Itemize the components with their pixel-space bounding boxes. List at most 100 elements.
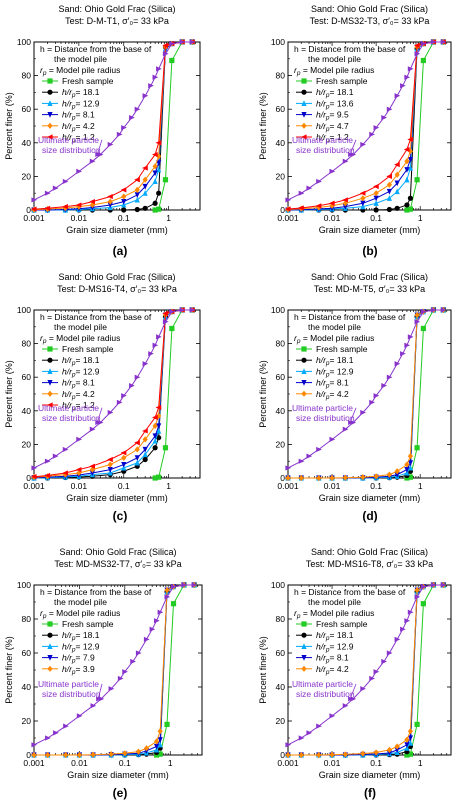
data-point (152, 414, 158, 421)
data-point (404, 736, 410, 743)
data-point (156, 66, 162, 72)
x-tick-label: 1 (166, 481, 171, 491)
data-point (153, 746, 160, 753)
data-point (342, 204, 348, 210)
data-point (407, 136, 414, 143)
data-point (155, 404, 162, 411)
data-point (430, 582, 437, 588)
chart-panel-d: Sand: Ohio Gold Frac (Silica) Test: MD-M-… (258, 272, 452, 523)
data-point (89, 158, 96, 164)
data-point (152, 74, 159, 80)
data-point (414, 319, 421, 325)
data-point (298, 751, 304, 759)
panel-label: (f) (364, 786, 376, 800)
annotation-arrow (349, 139, 357, 155)
data-point (329, 474, 335, 482)
legend-swatch-marker (47, 643, 53, 649)
data-point (134, 196, 140, 203)
data-point (386, 188, 392, 195)
series-line (287, 41, 444, 201)
chart-panel-e: Sand: Ohio Gold Frac (Silica) Test: MD-MS… (4, 547, 203, 800)
data-point (316, 446, 322, 453)
legend-swatch-marker (47, 665, 53, 672)
data-point (121, 199, 127, 205)
legend-entry-label: h/rp= 1.2 (62, 400, 95, 412)
x-axis-label: Grain size diameter (mm) (66, 225, 168, 235)
data-point (394, 93, 401, 99)
data-point (360, 203, 366, 210)
y-tick-label: 40 (22, 138, 32, 148)
data-point (142, 165, 148, 171)
legend-entry-label: h/rp= 9.5 (316, 110, 349, 122)
legend-swatch-marker (47, 368, 53, 374)
legend-entry-label: h/rp= 8.1 (316, 653, 349, 665)
data-point (134, 459, 140, 466)
data-point (89, 466, 95, 473)
data-point (130, 658, 136, 665)
data-point (381, 658, 387, 665)
data-point (156, 474, 162, 480)
data-point (107, 467, 113, 473)
data-point (152, 207, 158, 213)
data-point (142, 205, 148, 211)
y-axis-label: Percent finer (%) (4, 92, 14, 160)
data-point (75, 467, 82, 473)
data-point (316, 723, 322, 729)
data-point (121, 193, 127, 200)
data-point (404, 461, 410, 468)
data-point (62, 470, 68, 476)
y-tick-label: 0 (280, 750, 285, 760)
chart-subtitle: Test: MD-MS16-T8, σ′₀= 33 kPa (306, 559, 433, 569)
data-point (285, 751, 291, 759)
chart-panel-f: Sand: Ohio Gold Frac (Silica) Test: MD-MS… (258, 547, 452, 800)
y-tick-label: 100 (271, 580, 285, 590)
y-tick-label: 20 (276, 171, 286, 181)
data-point (386, 746, 392, 753)
data-point (153, 738, 160, 745)
y-tick-label: 80 (22, 339, 32, 349)
data-point (156, 423, 162, 430)
legend-entry-label: h/rp= 1.2 (62, 132, 95, 144)
legend-swatch-marker (301, 655, 307, 661)
data-point (306, 730, 313, 736)
data-point (373, 207, 379, 213)
legend-swatch-marker (46, 402, 53, 408)
data-point (350, 696, 357, 702)
data-point (76, 713, 83, 719)
data-point (407, 609, 414, 615)
x-tick-label: 1 (418, 213, 423, 223)
legend-header-line: the model pile (54, 322, 107, 332)
data-point (120, 450, 127, 456)
data-point (116, 399, 123, 405)
data-point (122, 750, 128, 757)
chart-subtitle: Test: MD-MS32-T7, σ′₀= 33 kPa (54, 559, 181, 569)
data-point (45, 751, 51, 759)
legend-swatch-marker (301, 665, 307, 672)
data-point (162, 319, 169, 325)
legend-entry-label: h/rp= 4.2 (62, 389, 95, 401)
data-point (152, 433, 158, 440)
data-point (164, 587, 170, 594)
legend-entry-label: h/rp= 12.9 (62, 366, 100, 378)
data-point (142, 183, 148, 190)
legend-entry-label: Fresh sample (316, 619, 368, 629)
x-tick-label: 0.01 (71, 481, 88, 491)
data-point (76, 751, 83, 759)
data-point (414, 445, 420, 451)
data-point (142, 451, 148, 458)
data-point (404, 167, 410, 173)
data-point (170, 584, 177, 590)
y-tick-label: 80 (276, 339, 286, 349)
data-point (134, 186, 140, 193)
data-point (400, 351, 406, 357)
data-point (407, 334, 414, 340)
data-point (407, 195, 414, 201)
data-point (121, 454, 127, 461)
series-6 (285, 39, 447, 203)
data-point (328, 200, 335, 206)
legend-header-line: h = Distance from the base of (294, 312, 406, 322)
data-point (62, 204, 68, 210)
data-point (316, 474, 322, 482)
data-point (89, 426, 96, 432)
panel-label: (c) (113, 509, 128, 523)
